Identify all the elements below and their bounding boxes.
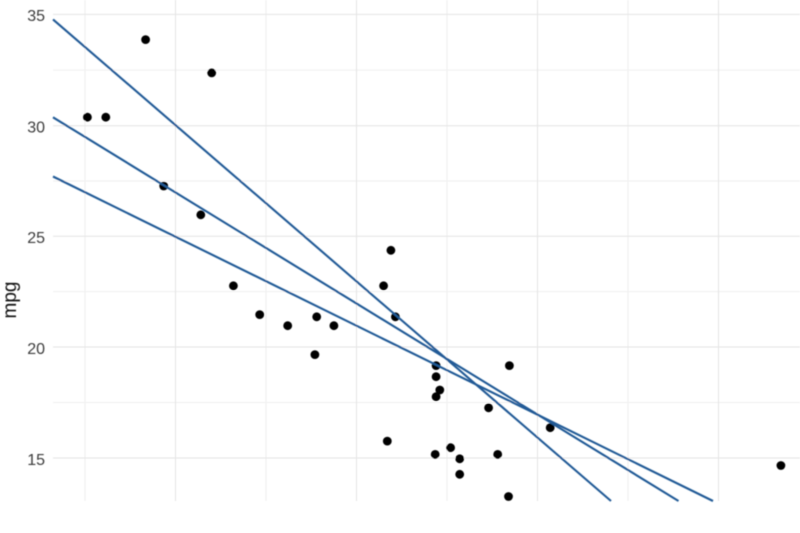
svg-text:25: 25 (27, 230, 45, 247)
svg-text:30: 30 (27, 120, 45, 137)
svg-text:mpg: mpg (0, 282, 21, 319)
svg-text:15: 15 (27, 452, 45, 469)
svg-text:35: 35 (27, 8, 45, 25)
svg-text:20: 20 (27, 341, 45, 358)
